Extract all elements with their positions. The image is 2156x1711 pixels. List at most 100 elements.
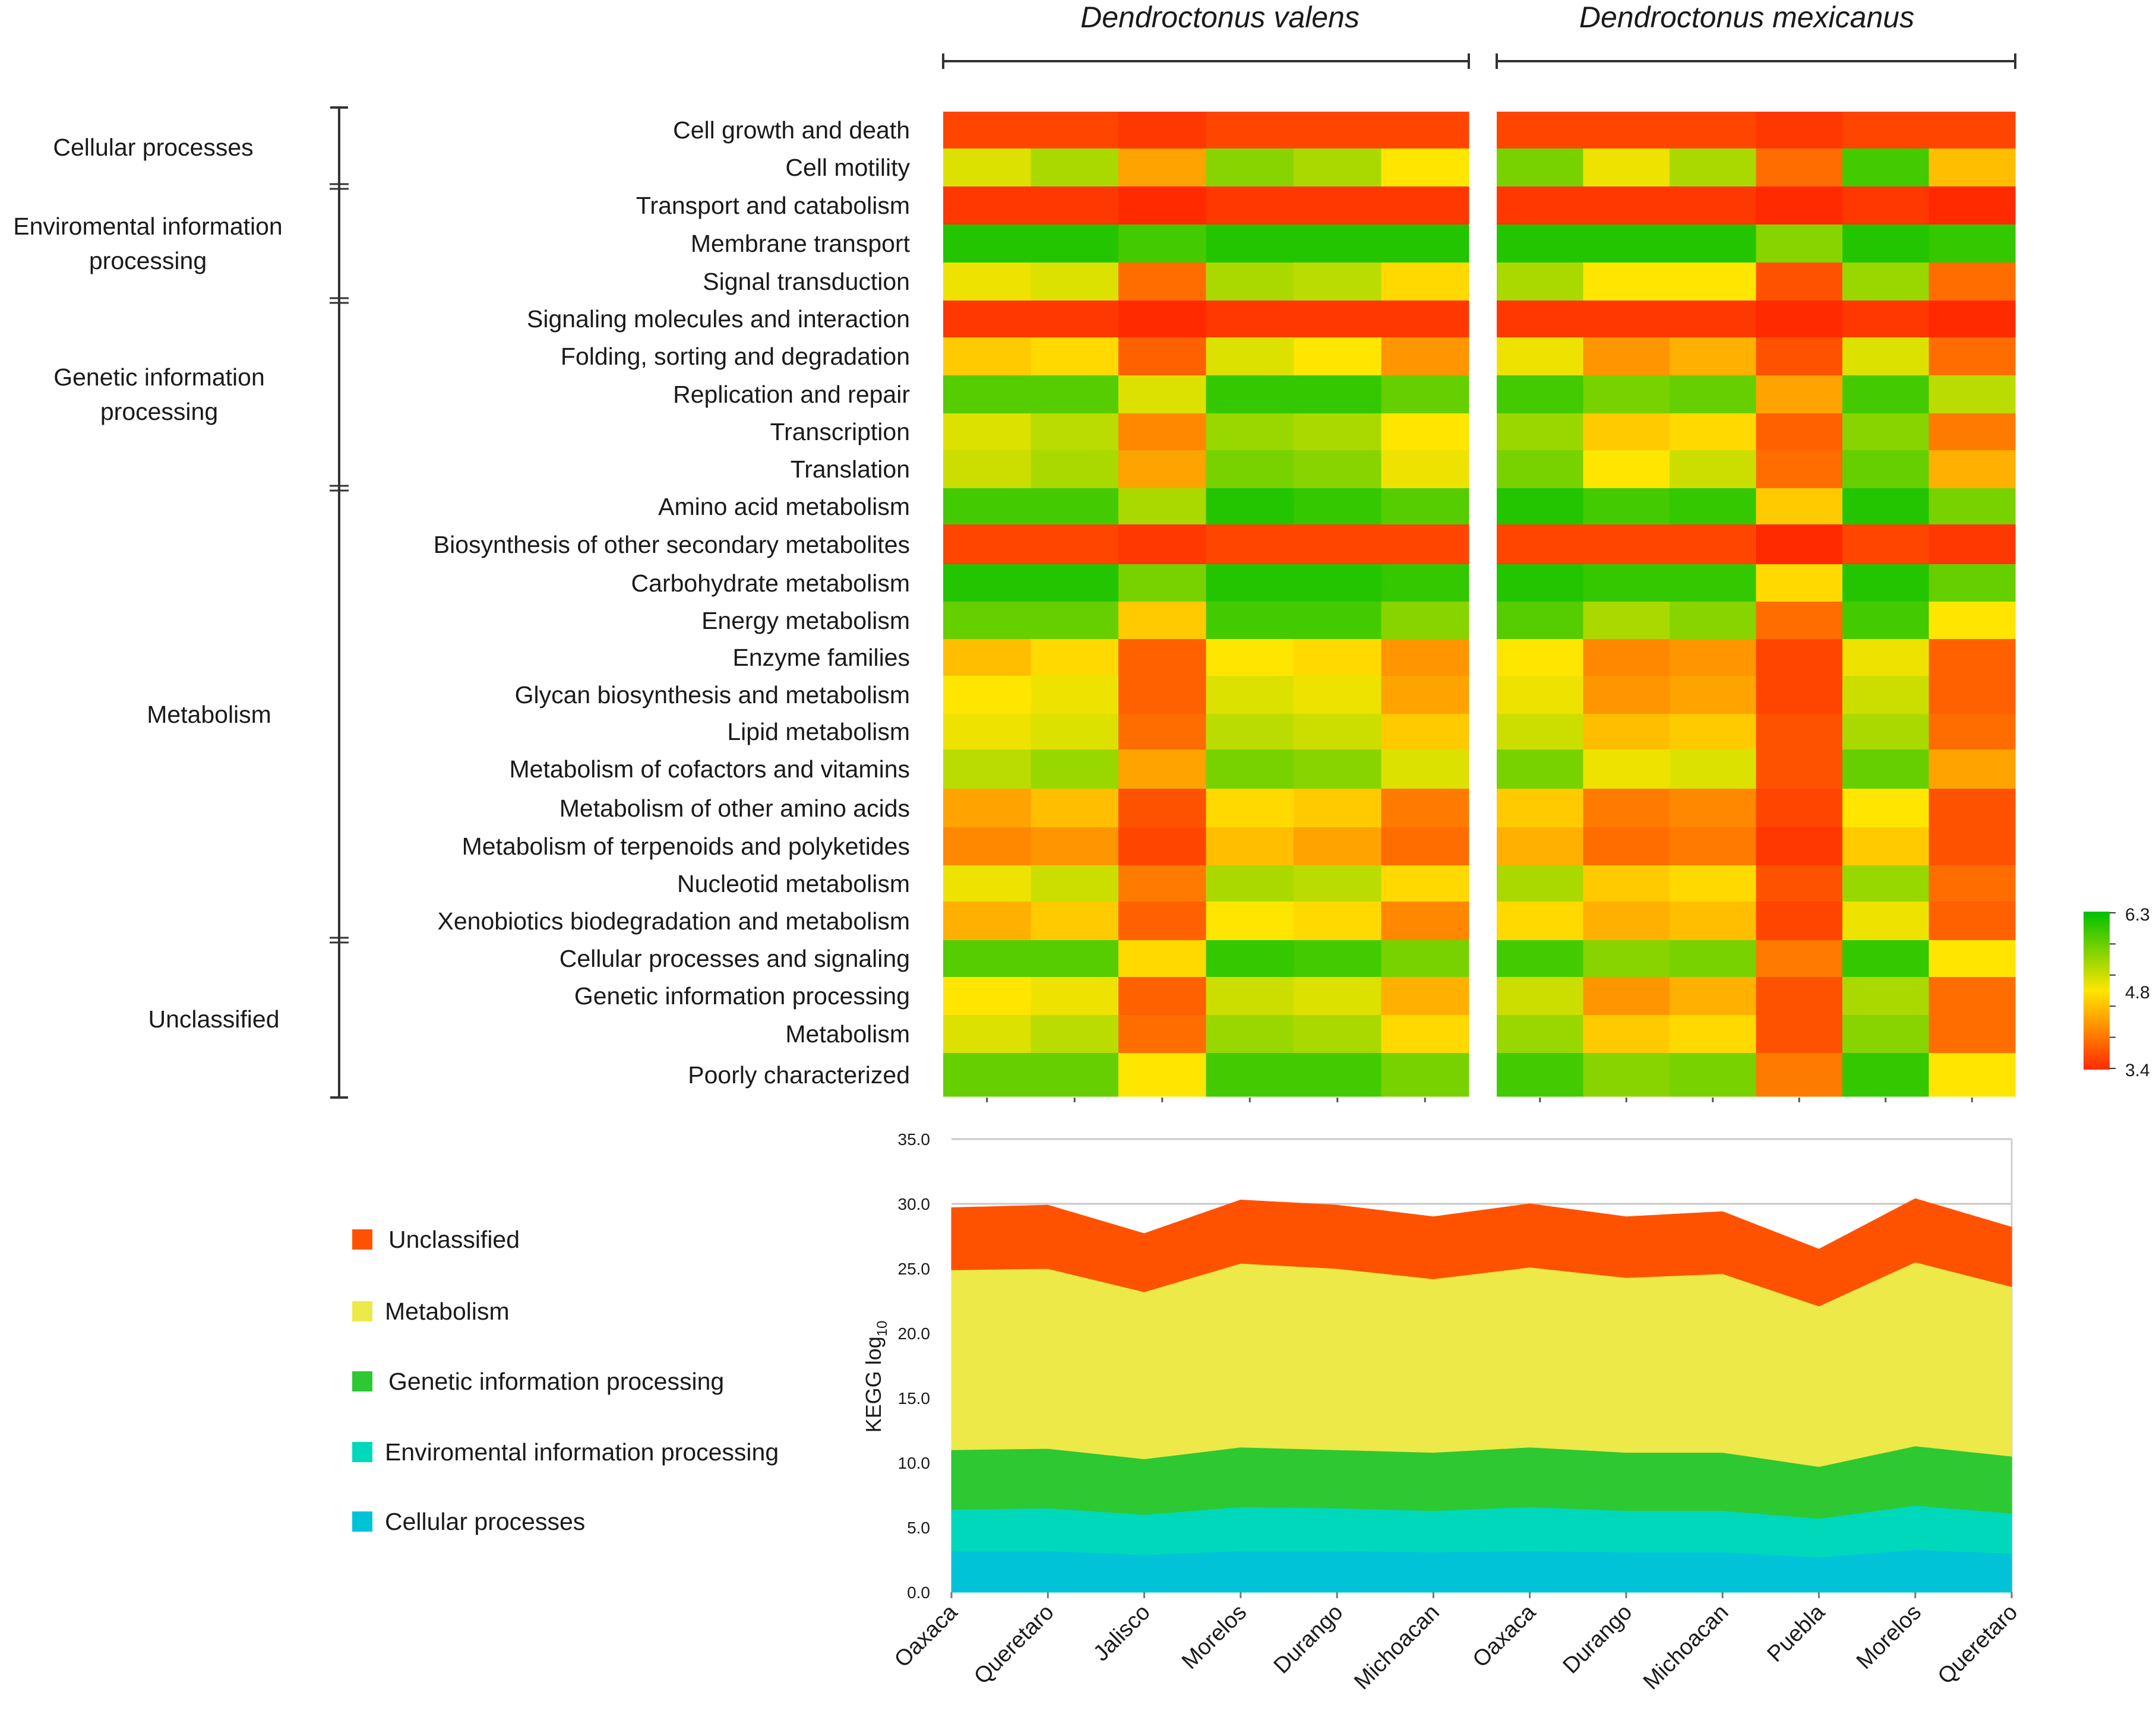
heatmap-cell xyxy=(1294,789,1382,828)
row-label-poorly-characterized: Poorly characterized xyxy=(688,1061,910,1089)
heatmap-cell xyxy=(1756,112,1843,149)
heatmap-cell xyxy=(1381,714,1469,750)
heatmap-cell xyxy=(1583,262,1670,301)
legend-label-unclassified: Unclassified xyxy=(388,1226,520,1253)
heatmap-cell xyxy=(1756,1053,1843,1097)
heatmap-cell xyxy=(1756,224,1843,263)
heatmap-cell xyxy=(1118,524,1207,565)
heatmap-cell xyxy=(1842,488,1930,525)
area-x-tick-label-morelos: Morelos xyxy=(1177,1600,1251,1674)
area-y-tick-label: 0.0 xyxy=(907,1583,930,1602)
heatmap-cell xyxy=(1206,148,1294,187)
heatmap-cell xyxy=(1206,224,1294,263)
heatmap-cell xyxy=(1030,301,1119,338)
heatmap-cell xyxy=(1381,602,1469,640)
legend-label-genetic-information-processing: Genetic information processing xyxy=(388,1368,724,1395)
row-label-biosynthesis-of-other-secondary-metabolites: Biosynthesis of other secondary metaboli… xyxy=(434,531,910,558)
heatmap-cell xyxy=(1583,865,1670,902)
heatmap-cell xyxy=(943,564,1032,602)
heatmap-cell xyxy=(1206,413,1294,451)
heatmap-cell xyxy=(1670,714,1757,750)
heatmap-cell xyxy=(1030,337,1119,376)
heatmap-cell xyxy=(1030,827,1119,866)
heatmap-cell xyxy=(1206,865,1294,902)
heatmap-cell xyxy=(1670,413,1757,451)
area-y-tick-label: 10.0 xyxy=(898,1454,931,1472)
heatmap-cell xyxy=(1583,488,1670,525)
heatmap-cell xyxy=(1030,714,1119,750)
area-x-tick-label-michoacan: Michoacan xyxy=(1639,1600,1734,1695)
legend-swatch-enviromental-information-processing xyxy=(352,1442,372,1462)
heatmap-cell xyxy=(1670,262,1757,301)
heatmap-cell xyxy=(1030,676,1119,714)
area-series-unclassified xyxy=(951,1198,2012,1307)
heatmap-cell xyxy=(1294,977,1382,1016)
heatmap-cell xyxy=(1670,940,1757,978)
heatmap-cell xyxy=(1583,186,1670,225)
row-label-lipid-metabolism: Lipid metabolism xyxy=(727,718,910,745)
heatmap-cell xyxy=(1929,148,2016,187)
heatmap-cell xyxy=(1206,450,1294,489)
category-label-metabolism: Metabolism xyxy=(147,701,271,728)
heatmap-cell xyxy=(1670,827,1757,866)
area-y-tick-label: 35.0 xyxy=(898,1130,931,1149)
heatmap-cell xyxy=(1206,564,1294,602)
heatmap-cell xyxy=(1842,789,1930,828)
heatmap-cell xyxy=(1929,337,2016,376)
heatmap-cell xyxy=(1118,977,1207,1016)
heatmap-cell xyxy=(943,337,1032,376)
heatmap-cell xyxy=(1929,112,2016,149)
group-label-dendroctonus-mexicanus: Dendroctonus mexicanus xyxy=(1579,1,1914,34)
heatmap-cell xyxy=(1842,602,1930,640)
heatmap-cell xyxy=(1670,148,1757,187)
row-label-metabolism-of-cofactors-and-vitamins: Metabolism of cofactors and vitamins xyxy=(510,755,911,783)
heatmap-cell xyxy=(1294,1015,1382,1054)
heatmap-cell xyxy=(1118,1053,1207,1097)
legend-swatch-unclassified xyxy=(352,1229,372,1250)
heatmap-cell xyxy=(1030,112,1119,149)
legend-label-enviromental-information-processing: Enviromental information processing xyxy=(385,1438,779,1466)
heatmap-cell xyxy=(1497,714,1584,750)
heatmap-cell xyxy=(1118,488,1207,525)
heatmap-cell xyxy=(1497,112,1584,149)
heatmap-cell xyxy=(1583,112,1670,149)
row-label-transcription: Transcription xyxy=(770,418,910,445)
heatmap-cell xyxy=(1583,602,1670,640)
area-x-tick-label-queretaro: Queretaro xyxy=(1933,1600,2023,1690)
heatmap-cell xyxy=(1842,450,1930,489)
heatmap-cell xyxy=(1381,749,1469,789)
area-y-axis-label-subscript: 10 xyxy=(874,1321,890,1337)
heatmap-cell xyxy=(1030,1015,1119,1054)
heatmap-cell xyxy=(1583,827,1670,866)
heatmap-cell xyxy=(1929,564,2016,602)
heatmap-cell xyxy=(1381,639,1469,676)
heatmap-cell xyxy=(1381,262,1469,301)
heatmap-cell xyxy=(1294,112,1382,149)
heatmap-cell xyxy=(1756,714,1843,750)
heatmap-cell xyxy=(943,450,1032,489)
heatmap-cell xyxy=(1842,639,1930,676)
heatmap-cell xyxy=(1206,602,1294,640)
heatmap-cell xyxy=(1118,827,1207,866)
legend-swatch-genetic-information-processing xyxy=(352,1371,372,1391)
heatmap-cell xyxy=(1756,749,1843,789)
heatmap-cell xyxy=(1670,301,1757,338)
legend-swatch-metabolism xyxy=(352,1301,372,1321)
heatmap-cell xyxy=(1206,940,1294,978)
heatmap-cell xyxy=(1842,1015,1930,1054)
heatmap-cell xyxy=(943,413,1032,451)
heatmap-cell xyxy=(1381,865,1469,902)
heatmap-cell xyxy=(1030,375,1119,414)
colorbar-ticks xyxy=(2110,912,2116,1069)
heatmap-cell xyxy=(1118,602,1207,640)
heatmap-cell xyxy=(1756,639,1843,676)
category-label-cellular-processes: Cellular processes xyxy=(53,134,253,161)
heatmap-cell xyxy=(1206,488,1294,525)
heatmap-cell xyxy=(1030,148,1119,187)
heatmap-cell xyxy=(1118,714,1207,750)
heatmap-cell xyxy=(1670,676,1757,714)
heatmap-cell xyxy=(1670,1015,1757,1054)
heatmap-cell xyxy=(943,827,1032,866)
heatmap-cell xyxy=(1929,940,2016,978)
heatmap-cell xyxy=(1929,186,2016,225)
